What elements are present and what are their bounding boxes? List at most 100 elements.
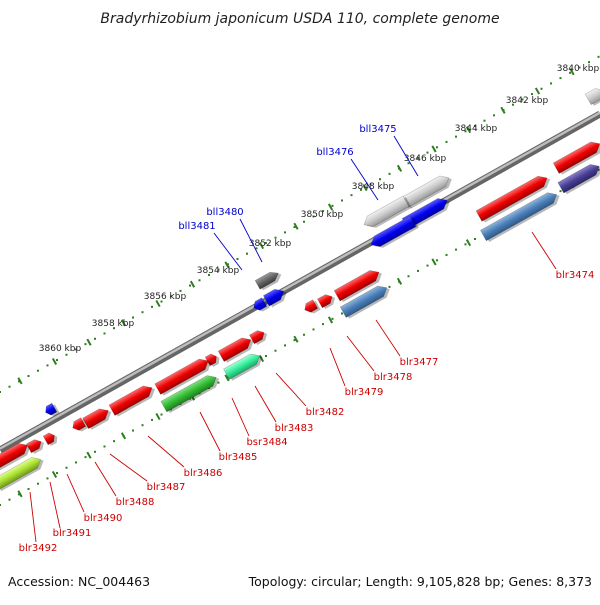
gene-blr3477-steel[interactable] (339, 282, 392, 320)
leader-line (254, 385, 277, 423)
gene-bll3480[interactable] (262, 285, 289, 308)
leader-line (346, 335, 375, 372)
gene-label-bll3475[interactable]: bll3475 (359, 124, 396, 135)
axis-tick (224, 261, 230, 269)
gene-blr3488[interactable] (82, 404, 115, 430)
gene-label-blr3486[interactable]: blr3486 (184, 468, 223, 479)
axis-dot (132, 429, 134, 432)
gene-blr3486-green[interactable] (160, 371, 222, 414)
axis-tick (224, 374, 230, 382)
gene-indigo-edge[interactable] (557, 160, 600, 195)
axis-dot (255, 247, 258, 250)
gene-blr3483[interactable] (217, 333, 256, 363)
axis-dot (27, 375, 30, 378)
kbp-label: 3858 kbp (92, 319, 135, 329)
gene-blr3490[interactable] (70, 417, 89, 435)
axis-dot (322, 323, 324, 326)
gene-label-blr3485[interactable]: blr3485 (219, 452, 258, 463)
leader-line (94, 461, 117, 497)
gene-label-blr3477[interactable]: blr3477 (400, 357, 439, 368)
leader-line (109, 453, 148, 482)
axis-tick (17, 377, 23, 385)
leader-line (231, 397, 250, 437)
axis-dot (56, 472, 58, 475)
gene-arrow (223, 353, 260, 380)
axis-dot (531, 93, 533, 96)
axis-tick (120, 432, 127, 440)
leader-line (49, 481, 61, 529)
gene-blr3492-lime[interactable] (0, 453, 47, 492)
gene-red-edge[interactable] (552, 138, 600, 176)
axis-dot (217, 381, 220, 384)
gene-label-blr3487[interactable]: blr3487 (147, 482, 186, 493)
gene-blue-small[interactable] (251, 297, 270, 315)
axis-dot (464, 130, 467, 133)
gene-bll3476[interactable] (368, 215, 419, 252)
gene-label-blr3488[interactable]: blr3488 (116, 497, 155, 508)
axis-dot (27, 488, 30, 491)
gene-label-blr3474[interactable]: blr3474 (556, 270, 595, 281)
gene-arrow (262, 288, 285, 307)
gene-arrow (26, 439, 42, 454)
gene-label-bll3481[interactable]: bll3481 (178, 221, 215, 232)
gene-blr3486[interactable] (154, 355, 214, 397)
gene-steel-blr3474[interactable] (480, 188, 562, 243)
axis-dot (103, 332, 106, 335)
gene-label-bll3480[interactable]: bll3480 (206, 207, 243, 218)
axis-dot (341, 312, 343, 315)
axis-dot (474, 238, 476, 240)
axis-dot (597, 168, 600, 171)
gene-silver-edge[interactable] (584, 84, 600, 106)
gene-label-blr3492[interactable]: blr3492 (19, 543, 58, 554)
kbp-label: 3850 kbp (301, 210, 344, 220)
axis-dot (246, 252, 248, 255)
gene-label-bll3476[interactable]: bll3476 (316, 147, 353, 158)
axis-dot (597, 55, 600, 58)
genome-backbone (0, 110, 600, 454)
gene-blr3491[interactable] (42, 430, 60, 447)
axis-dot (227, 376, 229, 379)
gene-blr3474[interactable] (475, 172, 553, 224)
gene-arrow (317, 294, 333, 309)
gene-label-blr3482[interactable]: blr3482 (306, 407, 345, 418)
gene-label-blr3491[interactable]: blr3491 (53, 528, 92, 539)
gene-blr3477[interactable] (333, 266, 385, 303)
axis-dot (217, 268, 220, 271)
gene-blr3482[interactable] (249, 327, 269, 346)
gene-bll3481[interactable] (254, 268, 284, 292)
axis-tick (120, 319, 127, 327)
gene-label-blr3479[interactable]: blr3479 (345, 387, 384, 398)
gene-blue-tiny[interactable] (43, 402, 60, 419)
axis-dot (407, 162, 410, 165)
axis-tick (396, 164, 403, 172)
axis-dot (65, 466, 68, 469)
axis-dot (293, 226, 296, 229)
gene-blr3479[interactable] (302, 299, 321, 317)
axis-dot (388, 172, 391, 175)
gene-blr3485[interactable] (223, 350, 265, 382)
gene-bll3476-upper[interactable] (361, 195, 412, 232)
axis-tick (362, 184, 368, 192)
axis-dot (436, 146, 438, 149)
axis-dot (141, 424, 144, 427)
axis-dot (18, 380, 20, 383)
axis-dot (350, 194, 353, 197)
axis-dot (274, 236, 277, 239)
axis-dot (483, 119, 486, 122)
gene-blr3478[interactable] (317, 291, 337, 310)
gene-red-tiny[interactable] (26, 436, 46, 455)
axis-tick (155, 412, 161, 421)
gene-bsr3484[interactable] (204, 351, 222, 368)
gene-blr3492[interactable] (0, 439, 33, 472)
axis-tick (500, 106, 506, 114)
gene-label-blr3478[interactable]: blr3478 (374, 372, 413, 383)
leader-line (350, 158, 379, 201)
gene-label-blr3490[interactable]: blr3490 (84, 513, 123, 524)
gene-blr3487[interactable] (108, 382, 158, 418)
axis-dot (436, 259, 438, 262)
gene-label-blr3483[interactable]: blr3483 (275, 423, 314, 434)
axis-dot (75, 461, 77, 464)
gene-label-bsr3484[interactable]: bsr3484 (246, 437, 287, 448)
axis-dot (426, 151, 429, 154)
gene-arrow (160, 375, 217, 413)
